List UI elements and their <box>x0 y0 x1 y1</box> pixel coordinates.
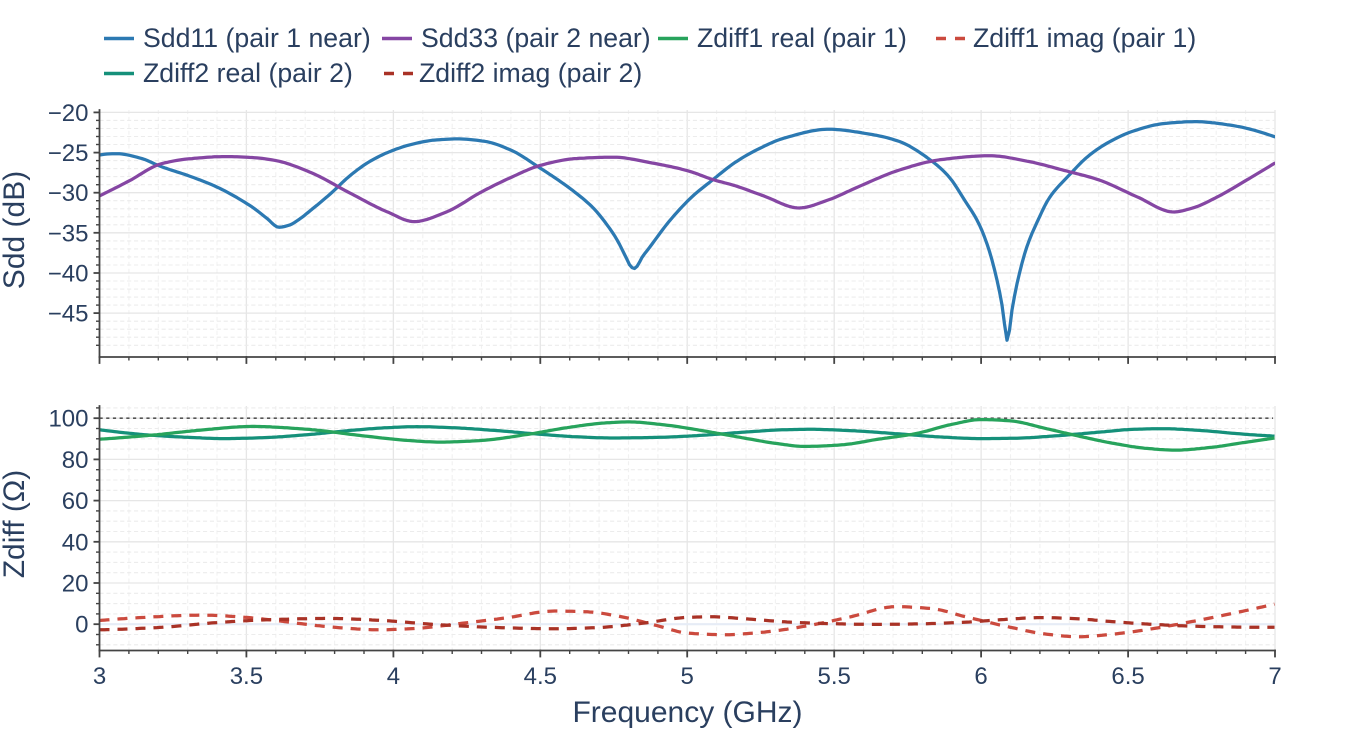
svg-text:Zdiff2 real (pair 2): Zdiff2 real (pair 2) <box>143 58 353 88</box>
svg-text:−30: −30 <box>48 180 89 207</box>
svg-text:Frequency (GHz): Frequency (GHz) <box>572 696 802 729</box>
svg-text:6: 6 <box>974 663 987 690</box>
svg-text:4.5: 4.5 <box>524 663 557 690</box>
svg-text:40: 40 <box>62 529 89 556</box>
svg-text:Zdiff2 imag (pair 2): Zdiff2 imag (pair 2) <box>419 58 642 88</box>
svg-text:Zdiff1 real (pair 1): Zdiff1 real (pair 1) <box>697 23 907 53</box>
svg-text:80: 80 <box>62 447 89 474</box>
svg-text:6.5: 6.5 <box>1111 663 1144 690</box>
svg-text:3: 3 <box>93 663 106 690</box>
svg-text:60: 60 <box>62 488 89 515</box>
svg-text:−45: −45 <box>48 301 89 328</box>
svg-text:Sdd11 (pair 1 near): Sdd11 (pair 1 near) <box>143 23 371 53</box>
svg-text:5: 5 <box>681 663 694 690</box>
svg-text:−40: −40 <box>48 261 89 288</box>
svg-text:−25: −25 <box>48 140 89 167</box>
svg-text:5.5: 5.5 <box>818 663 851 690</box>
svg-text:−35: −35 <box>48 220 89 247</box>
svg-text:Zdiff (Ω): Zdiff (Ω) <box>0 470 31 579</box>
svg-text:3.5: 3.5 <box>230 663 263 690</box>
svg-text:0: 0 <box>75 612 88 639</box>
svg-text:7: 7 <box>1268 663 1281 690</box>
svg-text:Zdiff1 imag (pair 1): Zdiff1 imag (pair 1) <box>973 23 1196 53</box>
svg-text:Sdd (dB): Sdd (dB) <box>0 171 31 289</box>
svg-text:Sdd33 (pair 2 near): Sdd33 (pair 2 near) <box>421 23 651 53</box>
svg-text:−20: −20 <box>48 100 89 127</box>
svg-text:4: 4 <box>387 663 400 690</box>
svg-text:100: 100 <box>48 406 88 433</box>
svg-text:20: 20 <box>62 571 89 598</box>
